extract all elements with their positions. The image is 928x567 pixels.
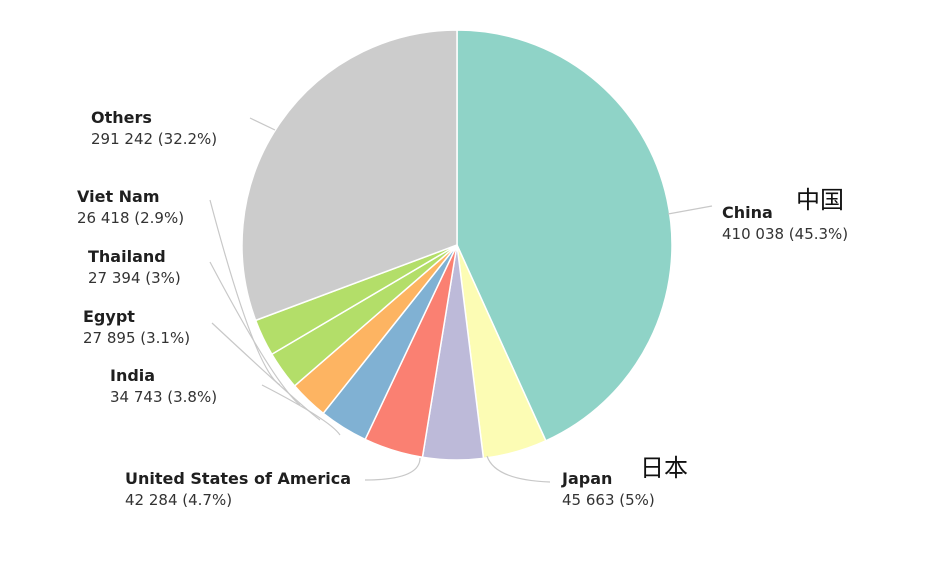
label-vietnam: Viet Nam 26 418 (2.9%) [77, 187, 184, 227]
label-india: India 34 743 (3.8%) [110, 366, 217, 406]
label-usa-value: 42 284 (4.7%) [125, 491, 232, 509]
leader-china [667, 205, 713, 215]
leader-lines [209, 117, 713, 483]
label-egypt-value: 27 895 (3.1%) [83, 329, 190, 347]
annotation-china: 中国 [796, 186, 844, 214]
pie-slice-others [241, 29, 458, 322]
label-japan-value: 45 663 (5%) [562, 491, 655, 509]
label-india-value: 34 743 (3.8%) [110, 388, 217, 406]
label-others-name: Others [91, 108, 152, 127]
label-china-name: China [722, 203, 773, 222]
label-china-value: 410 038 (45.3%) [722, 225, 848, 243]
label-usa-name: United States of America [125, 469, 351, 488]
label-usa: United States of America 42 284 (4.7%) [125, 469, 351, 509]
label-egypt: Egypt 27 895 (3.1%) [83, 307, 190, 347]
label-others-value: 291 242 (32.2%) [91, 130, 217, 148]
annotation-japan: 日本 [640, 454, 688, 482]
label-egypt-name: Egypt [83, 307, 135, 326]
leader-japan [486, 455, 551, 483]
pie-slice-china [456, 29, 673, 442]
label-vietnam-name: Viet Nam [77, 187, 160, 206]
leader-vietnam [209, 199, 281, 386]
label-china: China 410 038 (45.3%) 中国 [722, 186, 848, 243]
label-thailand: Thailand 27 394 (3%) [88, 247, 181, 287]
leader-others [249, 117, 276, 131]
label-thailand-value: 27 394 (3%) [88, 269, 181, 287]
label-vietnam-value: 26 418 (2.9%) [77, 209, 184, 227]
label-japan-name: Japan [561, 469, 612, 488]
label-thailand-name: Thailand [88, 247, 166, 266]
leader-usa [364, 457, 421, 481]
pie-slices [241, 29, 673, 461]
label-india-name: India [110, 366, 155, 385]
leader-thailand [209, 261, 301, 406]
leader-egypt [211, 322, 321, 421]
leader-india [261, 384, 341, 436]
label-others: Others 291 242 (32.2%) [91, 108, 217, 148]
label-japan: Japan 45 663 (5%) 日本 [561, 454, 688, 509]
